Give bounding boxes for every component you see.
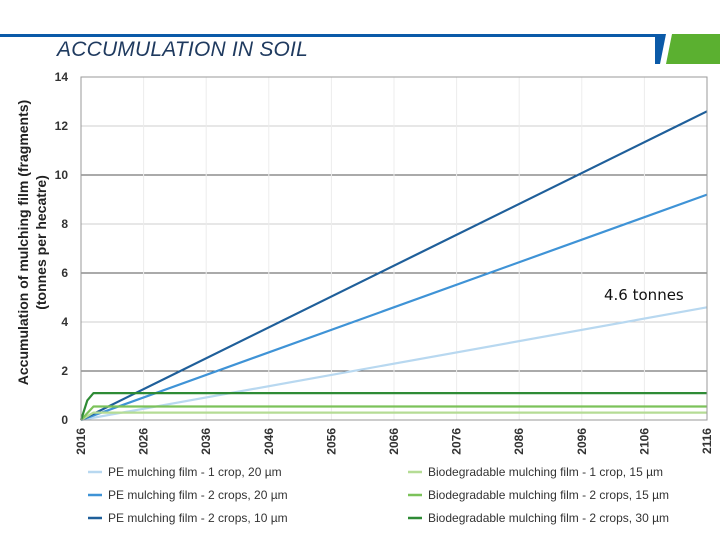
- series-line-3: [80, 110, 708, 421]
- x-tick-label: 2026: [137, 428, 151, 455]
- legend-label: PE mulching film - 1 crop, 20 µm: [108, 465, 282, 479]
- x-tick-label: 2036: [199, 428, 213, 455]
- page-title: ACCUMULATION IN SOIL: [57, 38, 308, 61]
- series-line-4: [80, 411, 707, 421]
- plot-frame: [80, 76, 708, 421]
- x-tick-label: 2046: [262, 428, 276, 455]
- legend-label: Biodegradable mulching film - 2 crops, 1…: [428, 488, 669, 502]
- series-line-6: [79, 392, 707, 421]
- y-tick-label: 14: [55, 70, 69, 84]
- x-tick-label: 2086: [512, 428, 526, 455]
- x-tick-label: 2096: [575, 428, 589, 455]
- x-tick-label: 2076: [450, 428, 464, 455]
- x-tick-label: 2116: [700, 428, 714, 454]
- x-tick-label: 2066: [387, 428, 401, 455]
- x-tick-label: 2056: [324, 428, 338, 455]
- y-tick-label: 12: [55, 119, 69, 133]
- legend-label: Biodegradable mulching film - 1 crop, 15…: [428, 465, 663, 479]
- y-tick-label: 8: [61, 217, 68, 231]
- x-tick-label: 2106: [637, 428, 651, 455]
- legend-label: PE mulching film - 2 crops, 20 µm: [108, 488, 288, 502]
- legend-label: Biodegradable mulching film - 2 crops, 3…: [428, 511, 669, 525]
- x-tick-label: 2016: [74, 428, 88, 455]
- banner-green-accent: [666, 34, 720, 64]
- series-line-1: [80, 306, 708, 422]
- annotation-label: 4.6 tonnes: [604, 286, 684, 304]
- y-tick-label: 0: [61, 413, 68, 427]
- y-axis-title-line2: (tonnes per hecatre): [33, 175, 49, 310]
- y-axis-title-line1: Accumulation of mulching film (fragments…: [15, 100, 31, 385]
- legend-label: PE mulching film - 2 crops, 10 µm: [108, 511, 288, 525]
- banner-inner-panel: [0, 37, 655, 64]
- y-tick-label: 2: [61, 364, 68, 378]
- series-line-2: [80, 193, 708, 422]
- y-tick-label: 4: [61, 315, 68, 329]
- y-tick-label: 6: [61, 266, 68, 280]
- y-tick-label: 10: [55, 168, 69, 182]
- title-banner: [0, 34, 720, 64]
- series-line-5: [80, 405, 707, 421]
